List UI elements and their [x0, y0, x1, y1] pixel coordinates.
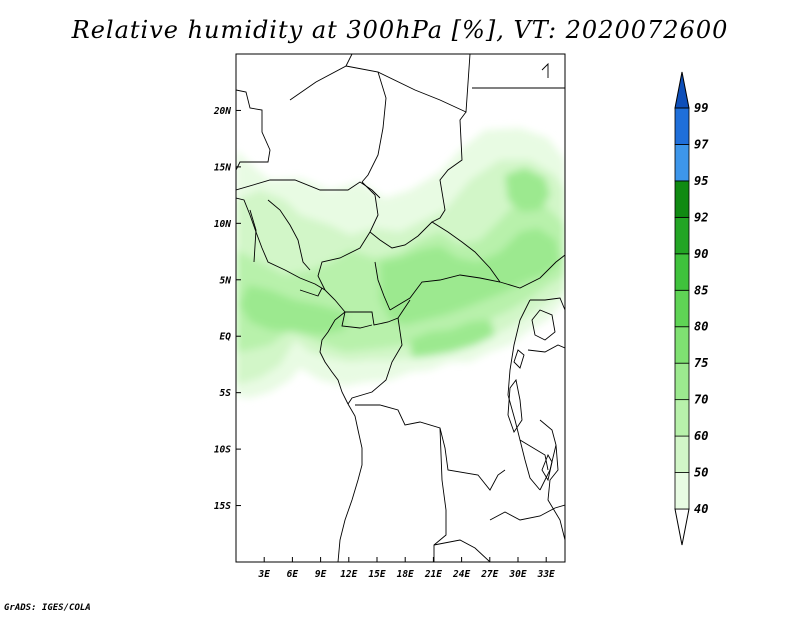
- colorbar-segment: [674, 144, 690, 182]
- lat-tick-label: 20N: [213, 106, 231, 117]
- lon-tick-label: 3E: [257, 569, 270, 580]
- colorbar-lower-triangle: [674, 508, 690, 546]
- map-title: Relative humidity at 300hPa [%], VT: 202…: [71, 16, 729, 44]
- lon-tick-label: 21E: [424, 569, 442, 580]
- lon-tick-label: 33E: [537, 569, 555, 580]
- lat-tick-label: 10S: [214, 445, 231, 456]
- latitude-ticks: 20N 15N 10N 5N EQ 5S 10S 15S: [213, 106, 241, 512]
- colorbar-segment: [674, 216, 690, 255]
- lon-tick-label: 18E: [397, 569, 414, 580]
- colorbar-segment: [674, 472, 690, 510]
- colorbar-segment: [674, 435, 690, 473]
- map-frame: [235, 53, 566, 563]
- colorbar-label: 99: [694, 101, 708, 115]
- colorbar-label: 70: [694, 393, 708, 407]
- lat-tick-label: 5S: [220, 388, 232, 399]
- lon-tick-label: 15E: [368, 569, 385, 580]
- humidity-region-75b: [505, 168, 550, 212]
- colorbar-label: 60: [694, 429, 708, 443]
- coastlines-and-borders: [236, 54, 565, 562]
- colorbar-label: 85: [694, 283, 708, 297]
- lon-tick-label: 12E: [340, 569, 357, 580]
- colorbar: 40 50 60 70 75 80 85 90 92 95 97 99: [674, 71, 709, 546]
- colorbar-upper-triangle: [674, 71, 690, 109]
- lat-tick-label: 15S: [214, 501, 231, 512]
- colorbar-segment: [674, 107, 690, 145]
- lon-tick-label: 9E: [315, 569, 327, 580]
- humidity-shading: [236, 128, 565, 398]
- colorbar-segment: [674, 362, 690, 401]
- lat-tick-label: 10N: [214, 219, 231, 230]
- grads-credit: GrADS: IGES/COLA: [4, 603, 91, 613]
- colorbar-label: 40: [694, 502, 708, 516]
- colorbar-label: 95: [694, 174, 708, 188]
- colorbar-label: 75: [694, 356, 708, 370]
- colorbar-segment: [674, 253, 690, 291]
- colorbar-label: 80: [694, 320, 708, 334]
- lat-tick-label: EQ: [220, 332, 232, 343]
- longitude-ticks: 3E 6E 9E 12E 15E 18E 21E 24E 27E 30E 33E: [257, 557, 555, 580]
- colorbar-label: 50: [694, 466, 708, 480]
- colorbar-label: 90: [694, 247, 708, 261]
- lat-tick-label: 15N: [214, 162, 231, 173]
- lon-tick-label: 6E: [287, 569, 299, 580]
- colorbar-label: 97: [694, 137, 709, 151]
- colorbar-segment: [674, 326, 690, 364]
- lon-tick-label: 30E: [508, 569, 526, 580]
- humidity-region-75c: [240, 285, 345, 335]
- colorbar-segment: [674, 180, 690, 218]
- colorbar-segment: [674, 399, 690, 437]
- humidity-region-75d: [410, 320, 495, 358]
- colorbar-segment: [674, 289, 690, 328]
- lon-tick-label: 27E: [480, 569, 498, 580]
- lat-tick-label: 5N: [220, 275, 232, 286]
- lon-tick-label: 24E: [452, 569, 470, 580]
- colorbar-label: 92: [694, 210, 708, 224]
